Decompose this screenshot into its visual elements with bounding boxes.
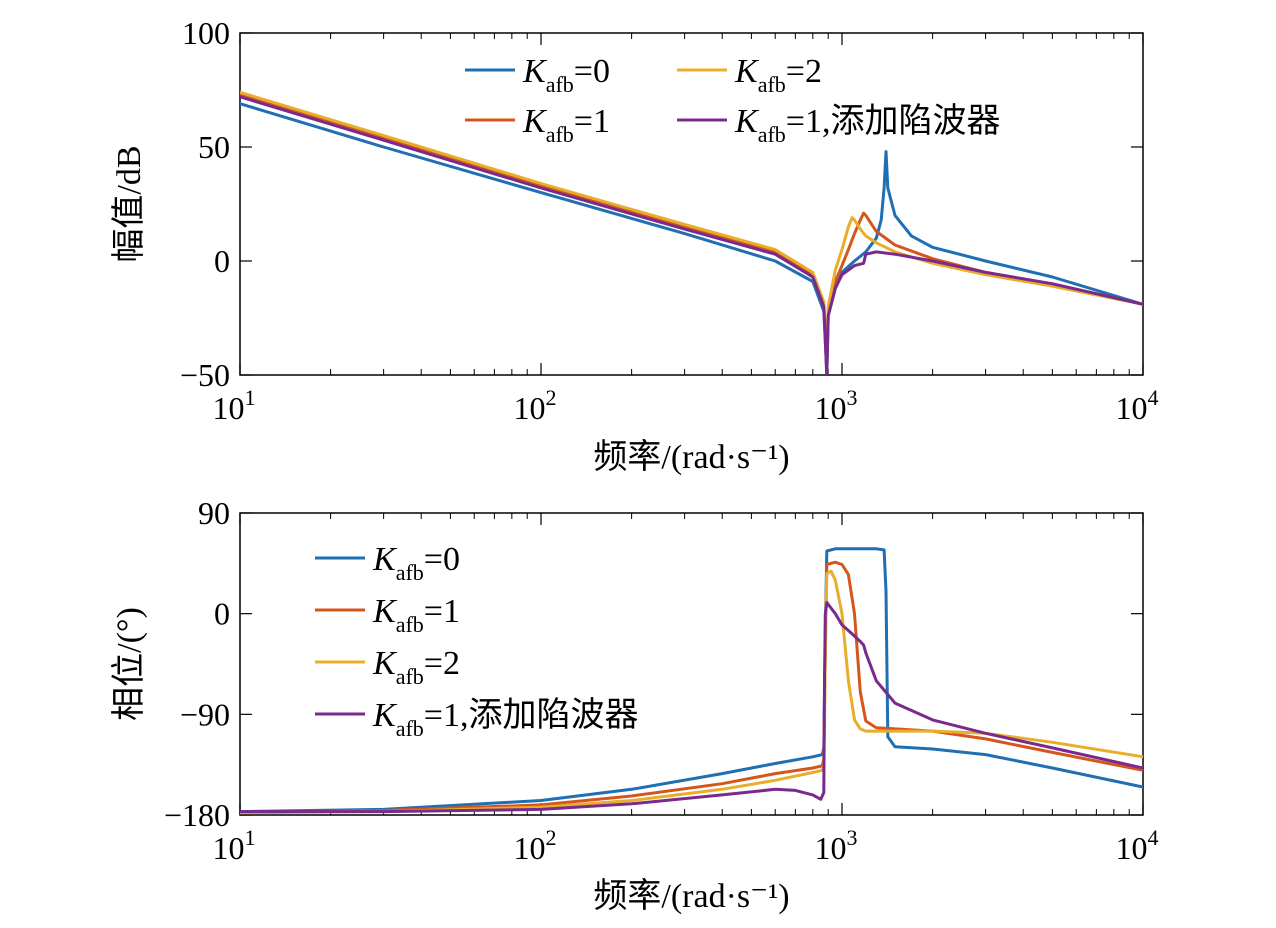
y-tick-label: −90 bbox=[180, 696, 230, 732]
legend-item: Kafb=2 bbox=[677, 53, 822, 97]
series-line-notch bbox=[240, 95, 1143, 375]
x-axis-ticks: 101 102 103 104 bbox=[213, 513, 1159, 866]
series-line-k2 bbox=[240, 90, 1143, 363]
y-tick-label: 100 bbox=[182, 15, 230, 51]
legend: Kafb=0 Kafb=1 Kafb=2 Kafb=1,添加陷波器 bbox=[465, 53, 1000, 147]
x-tick-label: 104 bbox=[1116, 385, 1159, 426]
legend-label: Kafb=2 bbox=[734, 53, 822, 97]
legend-label: Kafb=2 bbox=[372, 645, 460, 689]
legend-label: Kafb=1,添加陷波器 bbox=[372, 696, 638, 741]
legend-label: Kafb=1 bbox=[522, 103, 610, 147]
series-line-k0 bbox=[240, 547, 1143, 814]
series-line-k0 bbox=[240, 102, 1143, 375]
y-tick-label: 50 bbox=[198, 129, 230, 165]
y-tick-label: 90 bbox=[198, 495, 230, 531]
legend-item: Kafb=2 bbox=[315, 645, 460, 689]
x-tick-label: 102 bbox=[514, 825, 557, 866]
y-axis-ticks: 90 0 −90 −180 bbox=[164, 495, 1143, 833]
legend-item: Kafb=0 bbox=[465, 53, 610, 97]
y-tick-label: −50 bbox=[180, 357, 230, 393]
y-tick-label: 0 bbox=[214, 596, 230, 632]
series-line-k2 bbox=[240, 569, 1143, 815]
y-tick-label: −180 bbox=[164, 797, 230, 833]
legend-item: Kafb=1,添加陷波器 bbox=[315, 696, 638, 741]
x-tick-label: 103 bbox=[815, 825, 858, 866]
series-line-notch bbox=[240, 601, 1143, 814]
series-group bbox=[240, 547, 1143, 815]
magnitude-plot: 101 102 103 104100500−50频率/(rad·s⁻¹)幅值/dBKa… bbox=[110, 15, 1159, 476]
x-tick-label: 103 bbox=[815, 385, 858, 426]
y-axis-ticks: 100 50 0 −50 bbox=[180, 15, 1143, 393]
legend-label: Kafb=1 bbox=[372, 593, 460, 637]
phase-plot: 101 102 103 104900−90−180频率/(rad·s⁻¹)相位/(°)… bbox=[110, 495, 1159, 915]
legend-item: Kafb=1 bbox=[465, 103, 610, 147]
x-tick-label: 102 bbox=[514, 385, 557, 426]
legend-item: Kafb=0 bbox=[315, 541, 460, 585]
x-axis-title: 频率/(rad·s⁻¹) bbox=[593, 877, 789, 915]
x-tick-label: 104 bbox=[1116, 825, 1159, 866]
legend-item: Kafb=1,添加陷波器 bbox=[677, 102, 1000, 147]
y-tick-label: 0 bbox=[214, 243, 230, 279]
plot-frame bbox=[239, 32, 1144, 376]
legend-item: Kafb=1 bbox=[315, 593, 460, 637]
legend: Kafb=0 Kafb=1 Kafb=2 Kafb=1,添加陷波器 bbox=[315, 541, 638, 741]
y-axis-title: 幅值/dB bbox=[110, 145, 148, 262]
series-group bbox=[240, 90, 1143, 375]
legend-label: Kafb=1,添加陷波器 bbox=[734, 102, 1000, 147]
x-axis-ticks: 101 102 103 104 bbox=[213, 33, 1159, 426]
plot-frame bbox=[239, 512, 1144, 816]
series-line-k1 bbox=[240, 93, 1143, 372]
y-axis-title: 相位/(°) bbox=[110, 607, 148, 721]
legend-label: Kafb=0 bbox=[372, 541, 460, 585]
x-axis-title: 频率/(rad·s⁻¹) bbox=[593, 438, 789, 476]
legend-label: Kafb=0 bbox=[522, 53, 610, 97]
